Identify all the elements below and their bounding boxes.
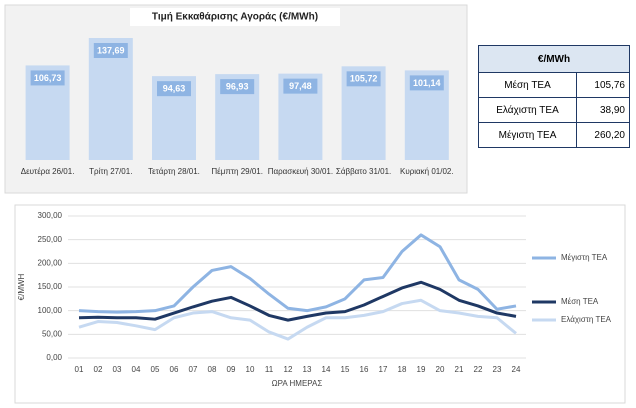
- y-tick-label: 250,00: [38, 235, 63, 244]
- x-tick-label: Δευτέρα 26/01.: [20, 167, 75, 176]
- line-panel: [14, 204, 626, 404]
- x-tick-label: 20: [436, 365, 445, 374]
- x-tick-label: 06: [170, 365, 179, 374]
- row-label: Μέση ΤΕΑ: [478, 72, 577, 98]
- x-tick-label: 16: [360, 365, 369, 374]
- bar-chart: Τιμή Εκκαθάρισης Αγοράς (€/MWh) 106,73 13…: [4, 4, 468, 194]
- x-tick-label: Παρασκευή 30/01.: [267, 167, 334, 176]
- title-box: [130, 8, 340, 26]
- x-tick-label: 23: [493, 365, 502, 374]
- y-tick-label: 50,00: [42, 329, 63, 338]
- x-tick-label: 10: [246, 365, 255, 374]
- bar: [88, 38, 133, 160]
- x-tick-label: Τετάρτη 28/01.: [148, 167, 200, 176]
- value-label-box: [220, 79, 255, 95]
- value-label-box: [409, 75, 444, 91]
- value-label: 137,69: [97, 45, 125, 55]
- value-label-box: [93, 43, 128, 58]
- x-tick-label: 05: [151, 365, 160, 374]
- value-label: 94,63: [163, 84, 186, 94]
- x-tick-label: 18: [398, 365, 407, 374]
- x-tick-label: 09: [227, 365, 236, 374]
- x-tick-label: 07: [189, 365, 198, 374]
- x-tick-label: 17: [379, 365, 388, 374]
- x-tick-label: 11: [265, 365, 274, 374]
- y-tick-label: 150,00: [38, 282, 63, 291]
- value-label-box: [30, 70, 65, 86]
- x-tick-label: 19: [417, 365, 426, 374]
- row-value: 105,76: [576, 72, 630, 98]
- x-axis-label: ΩΡΑ ΗΜΕΡΑΣ: [272, 379, 323, 388]
- value-label-box: [346, 71, 381, 87]
- row-label: Ελάχιστη ΤΕΑ: [478, 97, 577, 123]
- x-tick-label: Πέμπτη 29/01.: [211, 167, 263, 176]
- series-line: [78, 298, 517, 341]
- x-tick-label: 12: [284, 365, 293, 374]
- summary-table: €/MWh Μέση ΤΕΑ 105,76 Ελάχιστη ΤΕΑ 38,90 Μ…: [478, 45, 630, 148]
- x-tick-label: 13: [303, 365, 312, 374]
- value-label: 101,14: [413, 78, 441, 88]
- x-tick-label: 21: [455, 365, 464, 374]
- series-line: [78, 233, 517, 314]
- x-tick-label: 22: [474, 365, 483, 374]
- row-value: 260,20: [576, 122, 630, 148]
- x-tick-label: 08: [208, 365, 217, 374]
- x-tick-label: 02: [94, 365, 103, 374]
- x-tick-label: Τρίτη 27/01.: [89, 167, 133, 176]
- value-label: 105,72: [350, 74, 378, 84]
- x-tick-label: 01: [75, 365, 84, 374]
- y-axis-label: €/MWH: [17, 273, 26, 300]
- x-tick-label: 24: [512, 365, 521, 374]
- y-tick-label: 300,00: [38, 211, 63, 220]
- x-tick-label: Κυριακή 01/02.: [400, 167, 454, 176]
- x-tick-label: 15: [341, 365, 350, 374]
- row-label: Μέγιστη ΤΕΑ: [478, 122, 577, 148]
- table-header: €/MWh: [478, 45, 630, 73]
- legend-label: Μέγιστη ΤΕΑ: [561, 253, 608, 262]
- x-tick-label: 04: [132, 365, 141, 374]
- value-label-box: [283, 78, 318, 94]
- x-tick-label: 03: [113, 365, 122, 374]
- series-line: [78, 280, 517, 322]
- chart-title: Τιμή Εκκαθάρισης Αγοράς (€/MWh): [152, 12, 318, 23]
- legend-label: Ελάχιστη ΤΕΑ: [561, 315, 612, 324]
- y-tick-label: 100,00: [38, 306, 63, 315]
- x-tick-label: 14: [322, 365, 331, 374]
- value-label: 96,93: [226, 81, 249, 91]
- value-label-box: [157, 81, 191, 97]
- row-value: 38,90: [576, 97, 630, 123]
- x-tick-label: Σάββατο 31/01.: [335, 167, 392, 176]
- legend-label: Μέση ΤΕΑ: [561, 297, 599, 306]
- y-tick-label: 200,00: [38, 258, 63, 267]
- value-label: 106,73: [34, 73, 62, 83]
- y-tick-label: 0,00: [46, 353, 62, 362]
- value-label: 97,48: [289, 81, 312, 91]
